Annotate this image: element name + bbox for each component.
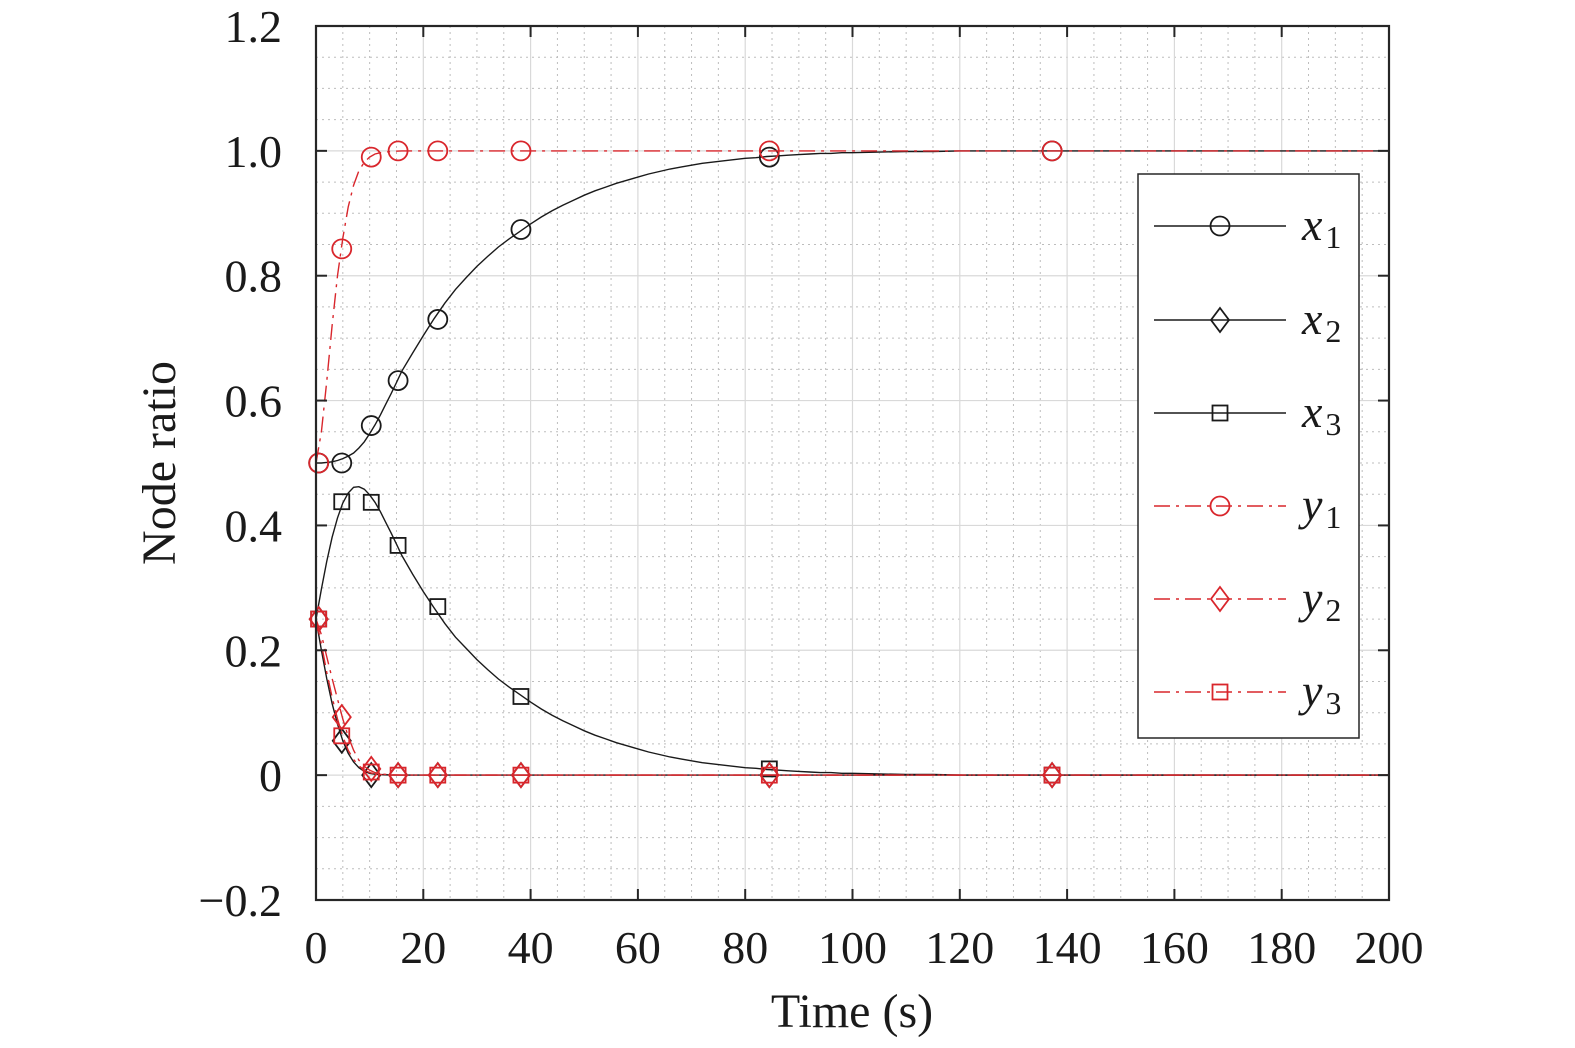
marker-y3 bbox=[389, 766, 407, 784]
marker-x3 bbox=[389, 537, 407, 554]
marker-y2 bbox=[387, 761, 409, 789]
series-y3 bbox=[310, 610, 1389, 784]
marker-x3 bbox=[429, 598, 447, 615]
marker-y3 bbox=[512, 766, 530, 784]
marker-y1 bbox=[1041, 140, 1063, 162]
legend-marker-circle bbox=[1209, 495, 1231, 517]
marker-y3 bbox=[429, 766, 447, 784]
series-line-y1 bbox=[315, 150, 1389, 464]
marker-y3 bbox=[760, 766, 778, 784]
y-tick-label: 0.4 bbox=[225, 500, 283, 551]
marker-y1 bbox=[360, 146, 382, 168]
series-y1 bbox=[308, 140, 1389, 474]
y-tick-label: 0.8 bbox=[225, 251, 283, 302]
legend-marker-circle bbox=[1209, 215, 1231, 237]
y-tick-label: 0 bbox=[259, 750, 282, 801]
x-tick-label: 60 bbox=[615, 922, 661, 973]
marker-x3 bbox=[512, 688, 530, 705]
marker-x3 bbox=[333, 493, 351, 511]
marker-y1 bbox=[510, 140, 532, 162]
marker-x1 bbox=[427, 309, 449, 330]
marker-y2 bbox=[510, 761, 532, 789]
marker-y1 bbox=[331, 238, 353, 260]
marker-x1 bbox=[331, 452, 353, 474]
marker-x1 bbox=[758, 146, 780, 168]
y-tick-label: 0.2 bbox=[225, 625, 283, 676]
x-tick-label: 100 bbox=[818, 922, 887, 973]
marker-y3 bbox=[362, 763, 380, 781]
marker-y3 bbox=[1043, 766, 1061, 784]
legend-box bbox=[1137, 173, 1360, 739]
y-tick-label: 1.2 bbox=[225, 1, 283, 52]
x-tick-label: 20 bbox=[400, 922, 446, 973]
marker-y2 bbox=[1041, 761, 1063, 789]
y-tick-label: 1.0 bbox=[225, 126, 283, 177]
y-axis-title: Node ratio bbox=[133, 361, 186, 565]
marker-x1 bbox=[360, 415, 382, 436]
legend-item-y1: y1 bbox=[1154, 479, 1341, 535]
x-tick-label: 160 bbox=[1140, 922, 1209, 973]
x-tick-label: 0 bbox=[305, 922, 328, 973]
marker-y1 bbox=[387, 140, 409, 162]
legend-marker-diamond bbox=[1209, 585, 1231, 613]
legend-label: x3 bbox=[1301, 386, 1341, 442]
x-tick-label: 40 bbox=[508, 922, 554, 973]
ticks-layer: 0 20 40 60 80 100 120 140 160 180 200 −0.2 0 0.2 0.4 0.… bbox=[199, 1, 1424, 973]
marker-y2 bbox=[427, 761, 448, 789]
marker-x1 bbox=[387, 370, 409, 391]
marker-x1 bbox=[510, 219, 532, 240]
marker-y1 bbox=[758, 140, 780, 162]
marker-y3 bbox=[310, 610, 328, 628]
x-tick-label: 180 bbox=[1247, 922, 1316, 973]
marker-y1 bbox=[427, 140, 449, 162]
legend-marker-diamond bbox=[1209, 306, 1231, 334]
y-tick-label: 0.6 bbox=[225, 376, 283, 427]
x-tick-label: 140 bbox=[1033, 922, 1102, 973]
x-tick-label: 120 bbox=[925, 922, 994, 973]
legend-marker-square bbox=[1211, 404, 1229, 422]
marker-x3 bbox=[362, 493, 380, 511]
legend-marker-square bbox=[1211, 683, 1229, 701]
marker-y1 bbox=[308, 452, 330, 474]
x-tick-label: 80 bbox=[722, 922, 768, 973]
x-tick-label: 200 bbox=[1355, 922, 1424, 973]
marker-y3 bbox=[333, 727, 351, 745]
y-tick-label: −0.2 bbox=[199, 875, 282, 926]
marker-y2 bbox=[759, 761, 780, 789]
series-layer bbox=[308, 140, 1389, 789]
series-line-y3 bbox=[315, 618, 1389, 776]
marker-x2 bbox=[331, 727, 352, 755]
legend-item-x3: x3 bbox=[1154, 386, 1341, 442]
x-axis-title: Time (s) bbox=[771, 985, 933, 1038]
